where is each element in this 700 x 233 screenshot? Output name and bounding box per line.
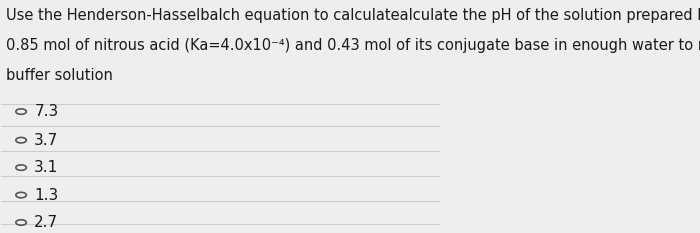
- Text: Use the Henderson-Hasselbalch equation to calculatealculate the pH of the soluti: Use the Henderson-Hasselbalch equation t…: [6, 8, 700, 23]
- Text: 0.85 mol of nitrous acid (Ka=4.0x10⁻⁴) and 0.43 mol of its conjugate base in eno: 0.85 mol of nitrous acid (Ka=4.0x10⁻⁴) a…: [6, 38, 700, 53]
- Text: 7.3: 7.3: [34, 104, 59, 119]
- Text: 3.1: 3.1: [34, 160, 59, 175]
- Text: 3.7: 3.7: [34, 133, 59, 148]
- Text: 1.3: 1.3: [34, 188, 59, 202]
- Text: 2.7: 2.7: [34, 215, 58, 230]
- Text: buffer solution: buffer solution: [6, 68, 113, 83]
